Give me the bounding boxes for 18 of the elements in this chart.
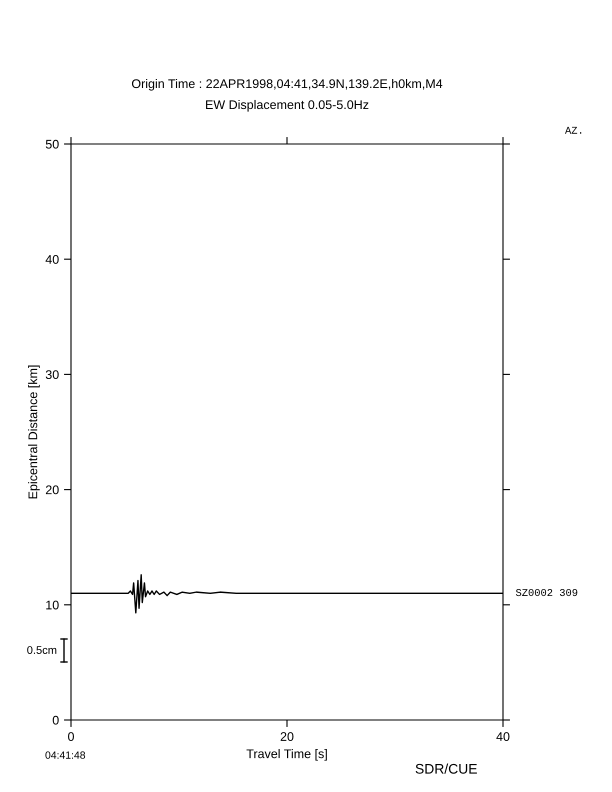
y-tick-label: 50 — [46, 140, 59, 149]
text: AZ. — [565, 126, 582, 134]
chart-subtitle: EW Displacement 0.05-5.0Hz — [206, 100, 368, 112]
x-tick-label: 0 — [68, 732, 74, 741]
y-tick-label: 0 — [52, 716, 59, 725]
text: 0.5cm — [27, 646, 56, 654]
y-tick-label: 10 — [46, 600, 59, 610]
chart-title: Origin Time : 22APR1998,04:41,34.9N,139.2E,h0km,M4 — [132, 78, 442, 91]
x-axis-title: Travel Time [s] — [246, 749, 327, 761]
x-tick-label: 40 — [496, 732, 510, 741]
y-tick-label: 20 — [46, 485, 59, 494]
y-tick-label: 30 — [46, 370, 59, 380]
text: SDR/CUE — [416, 764, 477, 774]
series-label: SZ0002 309 — [516, 589, 578, 596]
y-axis-title: Epicentral Distance [km] — [28, 366, 40, 498]
text: 04:41:48 — [45, 751, 86, 759]
y-tick-label: 40 — [46, 255, 59, 264]
x-tick-label: 20 — [280, 732, 294, 741]
